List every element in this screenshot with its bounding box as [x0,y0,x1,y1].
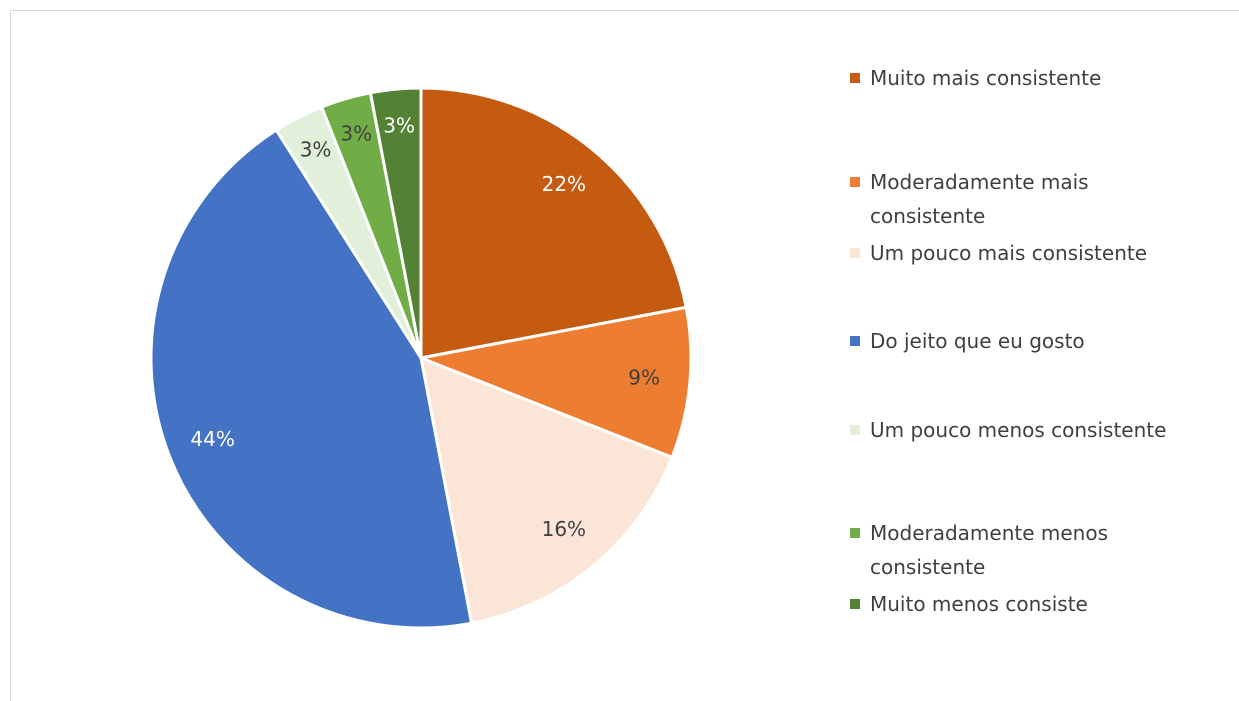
data-label: 3% [340,122,372,146]
legend-item: Moderadamente menos consistente [850,516,1195,584]
legend-item: Um pouco mais consistente [850,236,1195,270]
legend-item: Do jeito que eu gosto [850,324,1195,358]
legend-label: Um pouco mais consistente [870,241,1148,265]
legend-swatch [850,425,860,435]
legend-swatch [850,528,860,538]
pie-slice [149,127,474,630]
legend-item: Muito menos consiste [850,587,1195,621]
legend-swatch [850,248,860,258]
chart-frame [10,10,1239,701]
legend-item: Muito mais consistente [850,61,1195,95]
data-label: 16% [542,517,586,541]
legend-swatch [850,177,860,187]
legend-swatch [850,336,860,346]
legend-label: Moderadamente menos consistente [870,521,1109,579]
data-label: 3% [383,113,415,137]
data-label: 9% [628,366,660,390]
data-label: 44% [190,427,234,451]
data-label: 22% [542,172,586,196]
pie-slice [368,86,423,359]
legend-label: Moderadamente mais consistente [870,170,1089,228]
legend-item: Moderadamente mais consistente [850,165,1195,233]
legend-label: Do jeito que eu gosto [870,329,1085,353]
data-label: 3% [300,138,332,162]
legend-label: Um pouco menos consistente [870,418,1167,442]
legend-item: Um pouco menos consistente [850,413,1195,447]
pie-slice [415,305,693,460]
legend-label: Muito menos consiste [870,592,1088,616]
pie-slice [419,355,674,625]
legend-label: Muito mais consistente [870,66,1102,90]
pie-slice [419,86,688,360]
legend-swatch [850,73,860,83]
legend-swatch [850,599,860,609]
